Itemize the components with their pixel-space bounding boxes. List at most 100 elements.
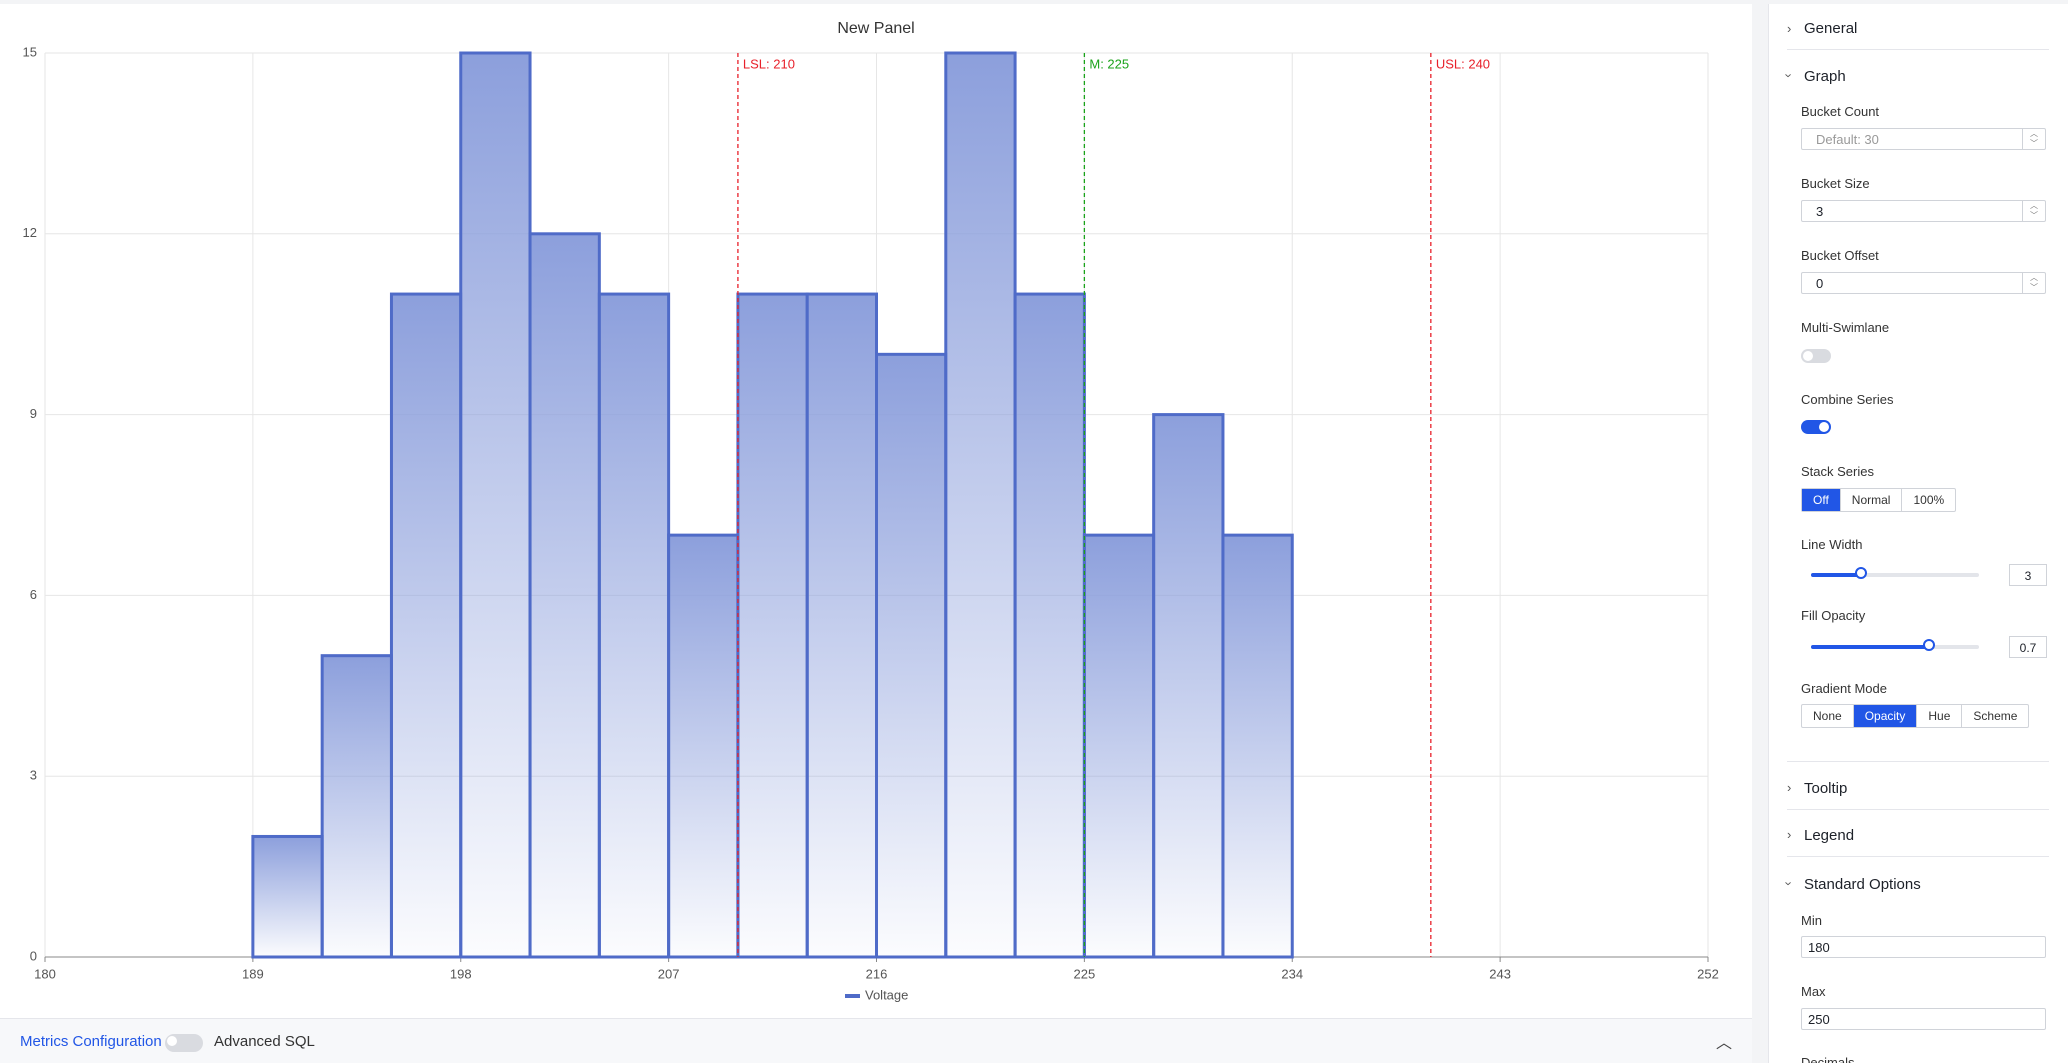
field-label: Gradient Mode [1801,681,1887,696]
segment-option[interactable]: Normal [1839,489,1902,511]
x-tick-label: 252 [1697,966,1719,981]
x-tick-label: 234 [1281,966,1303,981]
bar [1221,533,1294,959]
input-value: 250 [1808,1012,1830,1027]
bar [320,654,393,959]
x-tick-label: 180 [34,966,56,981]
segment-option[interactable]: Off [1802,489,1840,511]
number-input[interactable]: 0 ︿ ﹀ [1801,272,2046,294]
bar [1013,292,1086,959]
reference-label: USL: 240 [1436,56,1490,71]
chevron: › [1787,21,1792,36]
divider [1787,809,2049,810]
field-label: Min [1801,913,1822,928]
slider-value[interactable]: 3 [2009,564,2047,586]
bar [528,232,601,959]
x-tick-label: 189 [242,966,264,981]
settings-panel: › General › Graph Bucket Count Default: … [1768,4,2068,1063]
x-tick-label: 225 [1074,966,1096,981]
divider [1787,761,2049,762]
chevron: › [1781,73,1797,78]
segmented-control: Off Normal 100% [1801,488,1957,512]
footer: Metrics Configuration Advanced SQL ︿ [0,1018,1752,1063]
chevron: › [1781,881,1797,886]
field-label: Multi-Swimlane [1801,320,1890,335]
bar [667,533,740,959]
field-label: Bucket Count [1801,104,1880,119]
bar [251,834,324,959]
segment-option[interactable]: Hue [1916,705,1961,727]
bar [944,51,1017,959]
segment-option[interactable]: Scheme [1961,705,2028,727]
reference-label: M: 225 [1089,56,1129,71]
number-input[interactable]: 180 [1801,936,2046,958]
field-label: Combine Series [1801,392,1894,407]
placeholder: Default: 30 [1816,132,1879,147]
bar [597,292,671,959]
field-label: Bucket Offset [1801,248,1879,263]
x-tick-label: 198 [450,966,472,981]
bar [1152,413,1225,959]
slider-value[interactable]: 0.7 [2009,636,2047,658]
input-value: 3 [1816,204,1824,219]
divider [1787,49,2049,50]
input-value: 0 [1816,276,1824,291]
bar [875,352,948,959]
slider[interactable] [1811,567,1979,579]
section-header[interactable]: Legend [1804,827,1855,844]
section-header[interactable]: Standard Options [1804,876,1921,893]
number-input[interactable]: 250 [1801,1008,2046,1030]
chevron: › [1787,827,1792,842]
chevron: › [1787,780,1792,795]
field-label: Bucket Size [1801,176,1870,191]
segment-option[interactable]: None [1813,709,1842,723]
section-header[interactable]: Tooltip [1804,780,1848,797]
field-label: Line Width [1801,537,1863,552]
field-label: Fill Opacity [1801,608,1866,623]
spinner[interactable]: ︿ ﹀ [2022,201,2045,221]
advanced-sql-label: Advanced SQL [214,1033,315,1050]
y-tick-label: 3 [30,768,37,783]
slider-fill [1811,573,1862,577]
slider-thumb[interactable] [1855,567,1868,579]
chart: New Panel 0 3 6 9 12 15 180 189 198 207 216 225 234 2… [23,20,1719,1002]
field-label: Stack Series [1801,464,1874,479]
y-tick-label: 15 [23,44,37,59]
bar [1082,533,1156,959]
x-tick-label: 207 [658,966,680,981]
chart-pane: New Panel 0 3 6 9 12 15 180 189 198 207 216 225 234 2… [0,4,1752,1018]
slider[interactable] [1811,639,1979,651]
y-tick-label: 0 [30,948,37,963]
x-tick-label: 243 [1489,966,1511,981]
reference-label: LSL: 210 [743,56,795,71]
metrics-tab[interactable]: Metrics Configuration [20,1033,162,1050]
bar [736,292,809,959]
y-tick-label: 9 [30,406,37,421]
section-header[interactable]: Graph [1804,68,1846,85]
field-label: Decimals [1801,1055,1855,1063]
y-tick-label: 12 [23,225,37,240]
bar [459,51,532,959]
slider-fill [1811,645,1929,649]
sql-toggle[interactable] [165,1034,203,1052]
slider-thumb[interactable] [1922,639,1935,651]
spinner[interactable]: ︿ ﹀ [2022,273,2045,293]
segmented-control: None Opacity Hue Scheme [1801,704,2030,728]
bar [805,292,878,959]
toggle[interactable] [1801,420,1831,434]
toggle[interactable] [1801,349,1831,363]
spinner[interactable]: ︿ ﹀ [2022,129,2045,149]
field-label: Max [1801,984,1826,999]
x-tick-label: 216 [866,966,888,981]
segment-option[interactable]: 100% [1901,489,1955,511]
divider [1787,856,2049,857]
number-input[interactable]: Default: 30 ︿ ﹀ [1801,128,2046,150]
section-header[interactable]: General [1804,20,1858,37]
number-input[interactable]: 3 ︿ ﹀ [1801,200,2046,222]
legend-label: Voltage [865,987,908,1002]
y-tick-label: 6 [30,587,37,602]
segment-option[interactable]: Opacity [1852,705,1917,727]
chart-title: New Panel [837,20,914,37]
collapse-icon[interactable]: ︿ [1716,1035,1733,1052]
